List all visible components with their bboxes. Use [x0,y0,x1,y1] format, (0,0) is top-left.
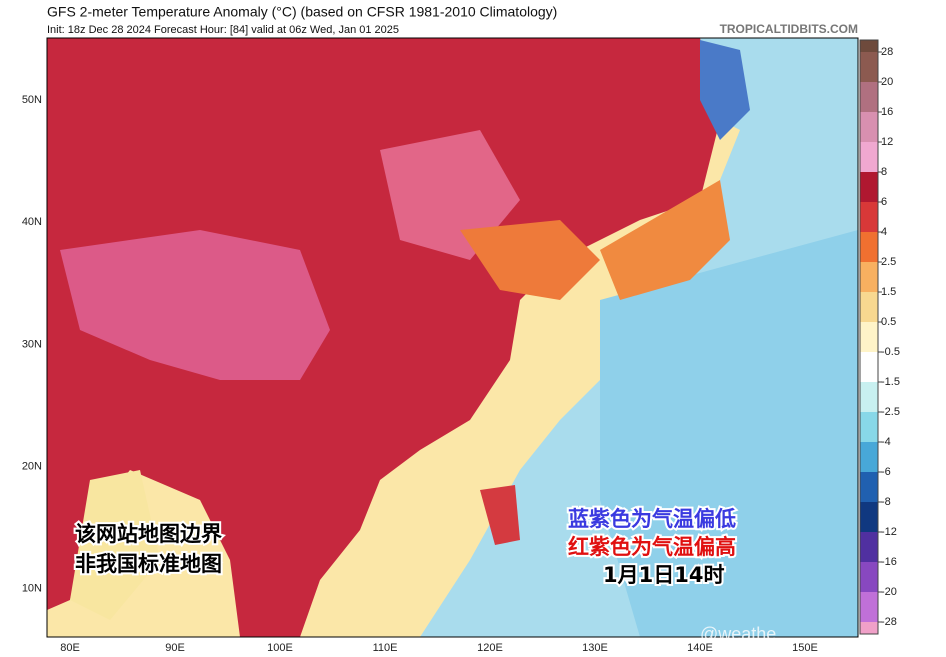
disclaimer: 该网站地图边界 [75,522,222,546]
colorbar-segment [860,172,878,202]
colorbar-label: -0.5 [881,346,900,358]
disclaimer: 非我国标准地图 [75,552,222,576]
warm-note: 红紫色为气温偏高 [568,535,736,559]
lat-label: 40N [22,216,42,228]
colorbar-label: 2.5 [881,256,896,268]
colorbar-label: 12 [881,136,893,148]
colorbar-segment [860,262,878,292]
lat-label: 20N [22,461,42,473]
colorbar-label: -1.5 [881,376,900,388]
colorbar-segment [860,382,878,412]
colorbar-segment [860,412,878,442]
lon-label: 80E [60,642,80,654]
colorbar-segment [860,622,878,634]
colorbar-segment [860,40,878,52]
colorbar: 28 20 16 12 8 6 4 2.5 1.5 0.5 -0.5 -1.5 -2.5 -4 -6 -8 -1… [859,39,900,635]
colorbar-segment [860,322,878,352]
colorbar-label: 28 [881,46,893,58]
colorbar-label: 0.5 [881,316,896,328]
cold-note: 蓝紫色为气温偏低 [568,507,736,531]
lon-label: 130E [582,642,608,654]
colorbar-label: -8 [881,496,891,508]
colorbar-label: -6 [881,466,891,478]
lon-label: 120E [477,642,503,654]
colorbar-segment [860,142,878,172]
lon-label: 110E [373,642,398,654]
title: GFS 2-meter Temperature Anomaly (°C) (ba… [47,4,557,20]
lon-label: 100E [267,642,293,654]
map-area [47,38,858,637]
colorbar-label: -28 [881,616,897,628]
colorbar-label: -12 [881,526,897,538]
colorbar-segment [860,532,878,562]
colorbar-label: 1.5 [881,286,896,298]
lon-label: 150E [792,642,818,654]
colorbar-segment [860,472,878,502]
lon-labels: 80E 90E 100E 110E 120E 130E 140E 150E [60,642,818,654]
colorbar-segment [860,52,878,82]
colorbar-segment [860,562,878,592]
colorbar-segment [860,502,878,532]
colorbar-label: 4 [881,226,887,238]
watermark: @weathe [700,624,776,644]
colorbar-segment [860,82,878,112]
time-note: 1月1日14时 [603,563,724,587]
colorbar-label: 6 [881,196,887,208]
colorbar-segment [860,202,878,232]
colorbar-segment [860,112,878,142]
colorbar-segment [860,232,878,262]
lon-label: 140E [687,642,713,654]
colorbar-label: -4 [881,436,891,448]
colorbar-label: 16 [881,106,893,118]
colorbar-label: -16 [881,556,897,568]
colorbar-frame [859,39,879,635]
colorbar-segment [860,292,878,322]
lon-label: 90E [165,642,185,654]
colorbar-label: 20 [881,76,893,88]
lat-label: 30N [22,338,42,350]
map-frame [46,37,859,638]
subtitle: Init: 18z Dec 28 2024 Forecast Hour: [84… [47,24,399,36]
colorbar-label: -20 [881,586,897,598]
colorbar-segment [860,442,878,472]
colorbar-label: 8 [881,166,887,178]
lat-label: 50N [22,94,42,106]
colorbar-label: -2.5 [881,406,900,418]
source: TROPICALTIDBITS.COM [720,22,858,36]
lat-labels: 50N 40N 30N 20N 10N [22,94,42,595]
colorbar-segment [860,592,878,622]
colorbar-segment [860,352,878,382]
lat-label: 10N [22,583,42,595]
